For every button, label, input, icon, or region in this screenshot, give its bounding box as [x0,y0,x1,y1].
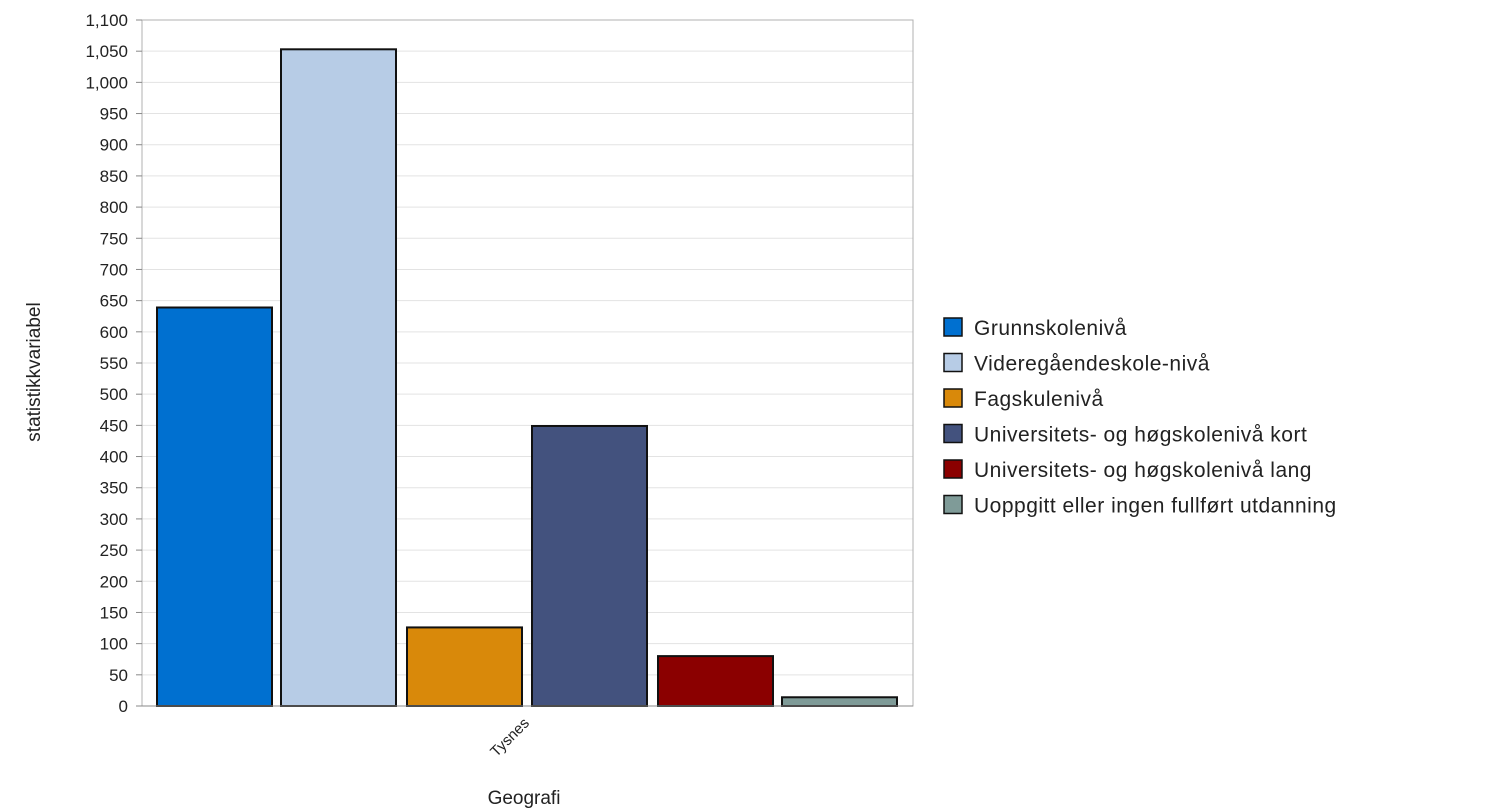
y-axis-ticks: 0 50 100 150 200 250 300 350 400 450 500 550 600 650 7… [85,11,142,716]
legend-swatch [943,317,963,337]
y-tick-label: 1,050 [85,42,128,61]
y-tick-label: 400 [100,448,128,467]
bar-2 [280,48,397,707]
legend-label: Videregåendeskole-nivå [974,353,1210,376]
x-axis-categories: Tysnes [487,715,533,761]
y-tick-label: 100 [100,635,128,654]
bars [156,48,898,708]
y-tick-label: 200 [100,572,128,591]
y-tick-label: 1,000 [85,73,128,92]
y-tick-label: 950 [100,105,128,124]
y-tick-label: 650 [100,292,128,311]
y-tick-label: 350 [100,479,128,498]
legend-label: Universitets- og høgskolenivå lang [974,459,1312,482]
bar-5 [657,655,774,707]
y-tick-label: 300 [100,510,128,529]
legend-swatch [943,494,963,515]
legend-swatch [943,459,963,479]
legend-swatch [943,388,963,408]
y-tick-label: 600 [100,323,128,342]
legend-label: Universitets- og høgskolenivå kort [974,424,1307,447]
y-tick-label: 0 [119,697,128,716]
y-tick-label: 450 [100,416,128,435]
bar-6 [781,696,898,708]
legend-swatch [943,423,963,444]
bar-3 [406,626,523,707]
legend-label: Uoppgitt eller ingen fullført utdanning [974,495,1337,518]
y-tick-label: 500 [100,385,128,404]
x-category-label: Tysnes [487,715,533,761]
y-tick-label: 900 [100,136,128,155]
bar-4 [531,424,648,707]
y-axis-title: statistikkvariabel [24,302,45,441]
y-tick-label: 750 [100,229,128,248]
y-tick-label: 250 [100,541,128,560]
y-tick-label: 700 [100,260,128,279]
x-axis-title: Geografi [488,788,561,809]
legend-label: Grunnskolenivå [974,317,1127,340]
bar-1 [156,306,273,707]
y-tick-label: 150 [100,603,128,622]
y-tick-label: 1,100 [85,11,128,30]
y-tick-label: 50 [109,666,128,685]
legend-label: Fagskulenivå [974,388,1104,411]
y-tick-label: 550 [100,354,128,373]
y-tick-label: 800 [100,198,128,217]
legend: Grunnskolenivå Videregåendeskole-nivå Fags… [943,317,1337,518]
legend-swatch [943,352,963,373]
y-tick-label: 850 [100,167,128,186]
